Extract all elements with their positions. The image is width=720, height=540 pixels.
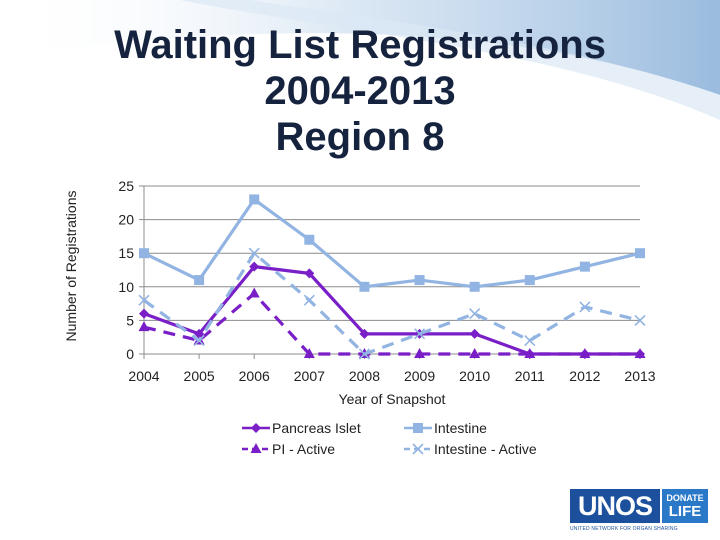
series-line-intestine xyxy=(143,197,641,289)
data-point-intestine xyxy=(414,275,425,286)
data-point-intestine xyxy=(249,194,260,205)
x-axis-title: Year of Snapshot xyxy=(339,391,446,407)
y-tick-label: 5 xyxy=(126,312,134,328)
x-tick-label: 2004 xyxy=(128,368,159,384)
data-point-pi-active xyxy=(138,321,150,332)
data-point-intestine xyxy=(579,261,590,272)
data-point-intestine xyxy=(139,248,149,259)
title-line-1: Waiting List Registrations xyxy=(114,23,606,67)
legend-marker-intestine-active xyxy=(412,443,424,455)
legend-marker-intestine xyxy=(413,423,423,433)
data-point-pi-active xyxy=(579,348,591,358)
data-point-intestine-active xyxy=(303,294,315,306)
data-point-intestine-active xyxy=(358,348,371,360)
y-tick-label: 0 xyxy=(126,346,134,362)
legend-label-pi-active: PI - Active xyxy=(272,441,335,457)
x-tick-label: 2007 xyxy=(294,368,325,384)
data-point-pi-active xyxy=(414,348,426,358)
data-point-intestine-active xyxy=(413,328,426,340)
unos-wordmark: UNOS xyxy=(570,489,660,523)
x-tick-label: 2009 xyxy=(404,368,435,384)
data-point-intestine-active xyxy=(634,314,646,326)
data-point-pi-active xyxy=(248,287,260,298)
y-tick-label: 25 xyxy=(118,178,134,194)
data-point-pi-active xyxy=(469,348,481,358)
x-tick-label: 2013 xyxy=(624,368,655,384)
data-point-intestine-active xyxy=(524,334,536,347)
data-point-pancreas-islet xyxy=(304,268,315,279)
data-point-pancreas-islet xyxy=(469,328,480,339)
legend-label-intestine-active: Intestine - Active xyxy=(434,441,537,457)
data-point-pi-active xyxy=(303,348,315,358)
series-line-intestine-active xyxy=(143,251,641,356)
x-tick-label: 2012 xyxy=(569,368,600,384)
legend-label-pancreas-islet: Pancreas Islet xyxy=(272,420,361,436)
data-point-intestine-active xyxy=(193,334,205,347)
data-point-intestine xyxy=(635,248,645,259)
data-point-pancreas-islet xyxy=(139,308,149,319)
x-tick-label: 2011 xyxy=(515,368,545,384)
title-line-2: 2004-2013 xyxy=(264,69,456,113)
data-point-intestine xyxy=(194,275,205,286)
x-tick-label: 2008 xyxy=(349,368,380,384)
data-point-intestine-active xyxy=(469,308,481,320)
unos-tagline: UNITED NETWORK FOR ORGAN SHARING xyxy=(570,526,678,532)
y-tick-label: 20 xyxy=(118,212,134,228)
y-tick-label: 15 xyxy=(118,245,134,261)
x-tick-label: 2006 xyxy=(239,368,270,384)
chart-title: Waiting List Registrations 2004-2013 Reg… xyxy=(90,22,630,160)
unos-logo: UNOS DONATE LIFE UNITED NETWORK FOR ORGA… xyxy=(568,485,716,537)
y-axis-title: Number of Registrations xyxy=(63,191,79,342)
data-point-intestine xyxy=(524,275,535,286)
x-tick-label: 2005 xyxy=(184,368,215,384)
x-tick-label: 2010 xyxy=(459,368,490,384)
data-point-intestine-active xyxy=(579,301,591,313)
donate-life-badge: DONATE LIFE xyxy=(662,489,708,523)
data-point-pancreas-islet xyxy=(249,261,260,272)
y-tick-label: 10 xyxy=(118,279,134,295)
header-swoosh-background xyxy=(0,0,720,120)
data-point-intestine xyxy=(304,234,315,245)
data-point-intestine xyxy=(359,281,370,292)
data-point-intestine-active xyxy=(138,294,150,306)
legend-marker-pi-active xyxy=(250,443,262,453)
data-point-pi-active xyxy=(634,348,646,358)
data-point-pancreas-islet xyxy=(359,328,370,339)
data-point-pi-active xyxy=(524,348,536,358)
title-line-3: Region 8 xyxy=(275,115,445,159)
data-point-intestine-active xyxy=(248,247,260,259)
data-point-intestine xyxy=(469,281,480,292)
legend-marker-pancreas-islet xyxy=(251,423,261,433)
series-line-pancreas-islet xyxy=(143,265,640,356)
legend-label-intestine: Intestine xyxy=(434,420,487,436)
